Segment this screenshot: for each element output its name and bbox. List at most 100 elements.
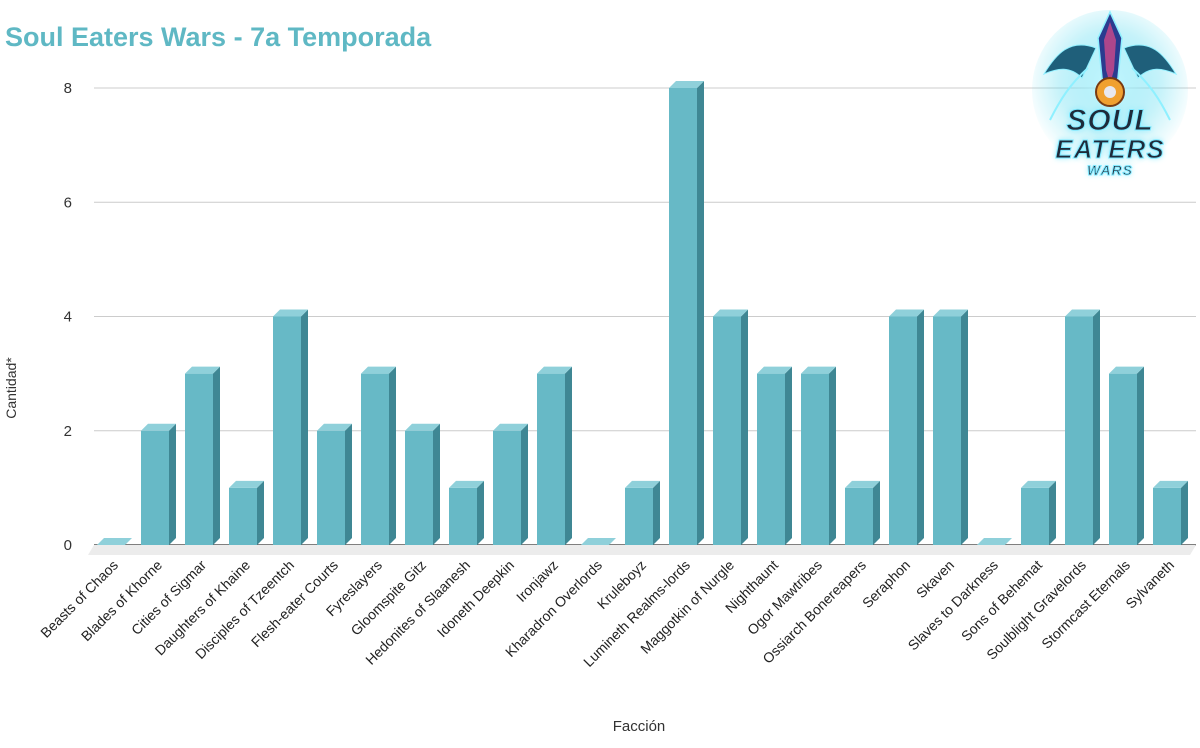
bar-top (405, 423, 440, 431)
logo-text-soul: SOUL (1066, 104, 1154, 138)
x-tick-label: Sons of Behemat (958, 557, 1045, 644)
bar-front (1021, 487, 1049, 545)
x-tick-label: Seraphon (859, 557, 913, 611)
bar-top (625, 480, 660, 488)
bar-side (433, 423, 440, 545)
bar-side (301, 309, 308, 545)
bar (669, 81, 704, 545)
bar-side (1093, 309, 1100, 545)
bar-side (389, 366, 396, 545)
bar (449, 480, 484, 545)
y-tick-label: 2 (64, 423, 72, 440)
bar (889, 309, 924, 545)
bar-front (845, 487, 873, 545)
bar-top (713, 309, 748, 317)
chart-floor (88, 545, 1196, 555)
bar-side (873, 480, 880, 545)
bar (1153, 480, 1188, 545)
bar-front (361, 373, 389, 545)
soul-eaters-wars-logo-icon: SOUL EATERS WARS (1030, 8, 1190, 186)
bar-front (933, 316, 961, 545)
bar-top (229, 480, 264, 488)
bar-side (1137, 366, 1144, 545)
bar (537, 366, 572, 545)
bar-front (317, 430, 345, 545)
bar-top (669, 81, 704, 88)
y-tick-label: 0 (64, 537, 72, 554)
bar-side (565, 366, 572, 545)
bar (1109, 366, 1144, 545)
bar (273, 309, 308, 545)
bar-top (185, 366, 220, 374)
bar (185, 366, 220, 545)
bar (405, 423, 440, 545)
bar-side (741, 309, 748, 545)
y-tick-label: 6 (64, 194, 72, 211)
bar (361, 366, 396, 545)
bar-side (1049, 480, 1056, 545)
bar-front (1109, 373, 1137, 545)
bar-top (801, 366, 836, 374)
bar-front (669, 88, 697, 545)
bar (317, 423, 352, 545)
bar-front (537, 373, 565, 545)
bar-front (757, 373, 785, 545)
bar-side (345, 423, 352, 545)
bar (845, 480, 880, 545)
bar-top (317, 423, 352, 431)
bar (801, 366, 836, 545)
bar (713, 309, 748, 545)
bar-front (141, 430, 169, 545)
bar-top (889, 309, 924, 317)
x-tick-label: Sylvaneth (1122, 557, 1177, 612)
bar-top (757, 366, 792, 374)
bar (1021, 480, 1056, 545)
x-tick-label: Skaven (913, 557, 957, 601)
x-axis-title: Facción (613, 718, 666, 735)
logo-text-wars: WARS (1087, 162, 1133, 179)
bar-top (933, 309, 968, 317)
bar-side (653, 480, 660, 545)
bar-side (961, 309, 968, 545)
bar-side (521, 423, 528, 545)
bar-front (1153, 487, 1181, 545)
bar-top (581, 538, 616, 545)
bar-top (97, 538, 132, 545)
bar-top (1021, 480, 1056, 488)
bar-top (1109, 366, 1144, 374)
bar-top (273, 309, 308, 317)
bar-front (801, 373, 829, 545)
bar-top (493, 423, 528, 431)
bar-side (917, 309, 924, 545)
y-axis-ticks: 0 2 4 6 8 (64, 80, 72, 554)
bar-top (1153, 480, 1188, 488)
bar (229, 480, 264, 545)
bar (757, 366, 792, 545)
bar-front (405, 430, 433, 545)
bar-front (1065, 316, 1093, 545)
logo-emblem (1032, 10, 1188, 170)
bar (141, 423, 176, 545)
bar-side (829, 366, 836, 545)
bar-front (493, 430, 521, 545)
y-tick-label: 4 (64, 309, 72, 326)
floor-plane (88, 545, 1196, 555)
bar-top (977, 538, 1012, 545)
bar (933, 309, 968, 545)
bar (493, 423, 528, 545)
x-tick-label: Beasts of Chaos (37, 557, 121, 641)
bar-top (449, 480, 484, 488)
x-tick-label: Idoneth Deepkin (434, 557, 517, 640)
bar-top (845, 480, 880, 488)
bar-side (1181, 480, 1188, 545)
bar (625, 480, 660, 545)
bar-front (713, 316, 741, 545)
bar-front (229, 487, 257, 545)
bar-front (889, 316, 917, 545)
bar-front (185, 373, 213, 545)
bar-side (697, 81, 704, 545)
bar-side (169, 423, 176, 545)
x-tick-label: Ogor Mawtribes (744, 557, 825, 638)
